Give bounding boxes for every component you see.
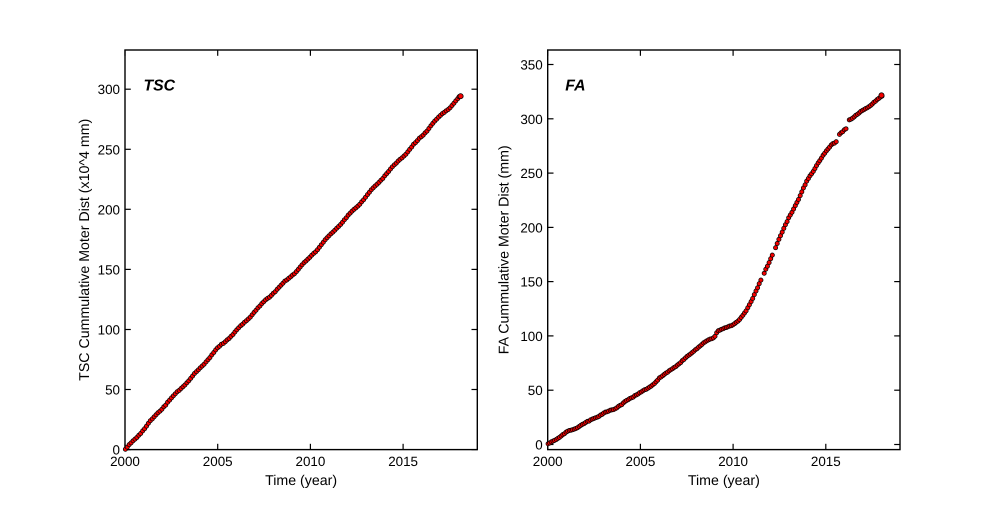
svg-text:TSC Cummulative Moter Dist (x1: TSC Cummulative Moter Dist (x10^4 mm)	[77, 119, 93, 381]
svg-text:2010: 2010	[718, 454, 748, 469]
svg-text:300: 300	[98, 82, 120, 97]
svg-text:350: 350	[520, 58, 542, 73]
svg-text:Time (year): Time (year)	[265, 473, 337, 489]
svg-text:2005: 2005	[203, 454, 233, 469]
svg-text:0: 0	[113, 443, 120, 458]
svg-text:0: 0	[535, 438, 542, 453]
svg-text:300: 300	[520, 112, 542, 127]
svg-text:2005: 2005	[626, 454, 656, 469]
svg-text:50: 50	[528, 383, 543, 398]
svg-text:250: 250	[98, 142, 120, 157]
svg-text:200: 200	[98, 202, 120, 217]
svg-text:2010: 2010	[296, 454, 326, 469]
svg-text:2000: 2000	[533, 454, 563, 469]
svg-text:Time (year): Time (year)	[688, 473, 760, 489]
svg-text:TSC: TSC	[144, 78, 176, 95]
svg-text:100: 100	[98, 323, 120, 338]
svg-text:2000: 2000	[110, 454, 140, 469]
svg-text:2015: 2015	[811, 454, 841, 469]
svg-text:150: 150	[520, 275, 542, 290]
svg-text:2015: 2015	[388, 454, 418, 469]
svg-text:FA: FA	[565, 78, 585, 95]
svg-text:150: 150	[98, 262, 120, 277]
svg-text:100: 100	[520, 329, 542, 344]
svg-text:200: 200	[520, 220, 542, 235]
svg-text:FA Cummulative Moter Dist (mm): FA Cummulative Moter Dist (mm)	[497, 145, 513, 354]
svg-text:250: 250	[520, 166, 542, 181]
svg-text:50: 50	[105, 383, 120, 398]
